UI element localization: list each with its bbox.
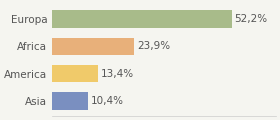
Text: 52,2%: 52,2% xyxy=(235,14,268,24)
Bar xyxy=(52,38,134,55)
Text: 23,9%: 23,9% xyxy=(137,41,170,51)
Bar xyxy=(52,10,232,28)
Text: 13,4%: 13,4% xyxy=(101,69,134,79)
Bar xyxy=(52,92,88,110)
Bar xyxy=(52,65,98,82)
Text: 10,4%: 10,4% xyxy=(91,96,124,106)
